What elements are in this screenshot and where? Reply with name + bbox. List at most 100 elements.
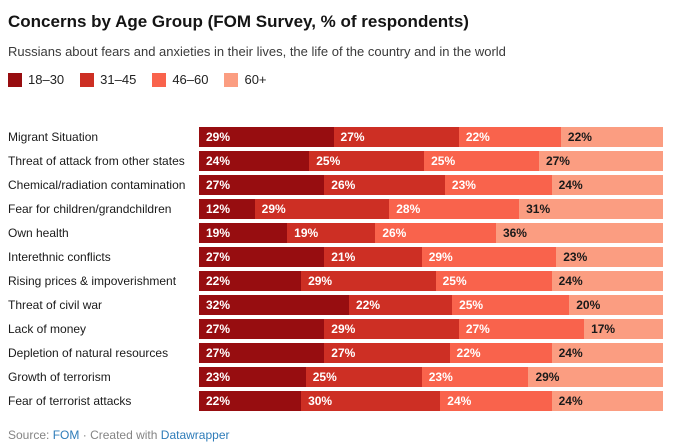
bar-segment: 27% (199, 343, 325, 363)
footer-separator: · (82, 428, 87, 442)
segment-value-label: 27% (206, 178, 231, 192)
segment-value-label: 29% (428, 250, 453, 264)
segment-value-label: 22% (465, 130, 490, 144)
segment-value-label: 17% (591, 322, 616, 336)
segment-value-label: 20% (576, 298, 601, 312)
datawrapper-link[interactable]: Datawrapper (160, 428, 230, 442)
segment-value-label: 27% (465, 322, 490, 336)
row-label: Depletion of natural resources (8, 346, 169, 360)
row-label: Own health (8, 226, 69, 240)
bar-segment: 22% (560, 127, 663, 147)
legend-item: 31–45 (80, 72, 136, 87)
segment-value-label: 26% (382, 226, 407, 240)
bar-segment: 25% (305, 367, 422, 387)
bar-segment: 26% (375, 223, 496, 243)
bar-segment: 27% (324, 343, 450, 363)
chart-row: Migrant Situation 29% 27% 22% 22% (8, 127, 663, 147)
stacked-bar-chart: Migrant Situation 29% 27% 22% 22% Threat of a… (8, 127, 663, 411)
chart-title: Concerns by Age Group (FOM Survey, % of … (8, 12, 469, 31)
chart-row: Chemical/radiation contamination 27% 26% 23… (8, 175, 663, 195)
bar-segment: 27% (199, 319, 325, 339)
bar-segment: 24% (551, 391, 663, 411)
bar-segment: 28% (389, 199, 520, 219)
segment-value-label: 19% (294, 226, 319, 240)
legend-item: 46–60 (152, 72, 208, 87)
bar-segment: 25% (452, 295, 570, 315)
chart-subtitle: Russians about fears and anxieties in th… (8, 44, 506, 59)
segment-value-label: 25% (442, 274, 467, 288)
segment-value-label: 24% (558, 346, 583, 360)
bar-segment: 23% (421, 367, 529, 387)
row-label: Chemical/radiation contamination (8, 178, 186, 192)
segment-value-label: 27% (206, 322, 231, 336)
row-label: Rising prices & impoverishment (8, 274, 177, 288)
row-bar: 22% 30% 24% 24% (199, 391, 663, 411)
bar-segment: 29% (199, 127, 334, 147)
row-bar: 27% 21% 29% 23% (199, 247, 663, 267)
bar-segment: 22% (199, 391, 302, 411)
bar-segment: 27% (333, 127, 459, 147)
row-label: Threat of civil war (8, 298, 103, 312)
bar-segment: 29% (528, 367, 663, 387)
bar-segment: 22% (199, 271, 302, 291)
row-bar: 27% 27% 22% 24% (199, 343, 663, 363)
chart-row: Fear of terrorist attacks 22% 30% 24% 24% (8, 391, 663, 411)
segment-value-label: 25% (312, 370, 337, 384)
bar-segment: 24% (551, 271, 663, 291)
legend-label: 31–45 (100, 72, 137, 87)
row-bar: 27% 26% 23% 24% (199, 175, 663, 195)
bar-segment: 29% (254, 199, 390, 219)
bar-segment: 24% (551, 343, 663, 363)
segment-value-label: 29% (535, 370, 560, 384)
segment-value-label: 25% (316, 154, 341, 168)
segment-value-label: 23% (428, 370, 453, 384)
row-bar: 24% 25% 25% 27% (199, 151, 663, 171)
bar-segment: 20% (569, 295, 663, 315)
bar-segment: 36% (495, 223, 663, 243)
row-bar: 23% 25% 23% 29% (199, 367, 663, 387)
bar-segment: 29% (324, 319, 459, 339)
segment-value-label: 22% (456, 346, 481, 360)
legend-item: 18–30 (8, 72, 64, 87)
bar-segment: 25% (435, 271, 552, 291)
segment-value-label: 19% (206, 226, 231, 240)
segment-value-label: 22% (206, 274, 231, 288)
bar-segment: 21% (324, 247, 422, 267)
segment-value-label: 27% (340, 130, 365, 144)
segment-value-label: 29% (206, 130, 231, 144)
bar-segment: 30% (301, 391, 441, 411)
segment-value-label: 29% (308, 274, 333, 288)
created-with-label: Created with (90, 428, 158, 442)
segment-value-label: 26% (331, 178, 356, 192)
segment-value-label: 25% (431, 154, 456, 168)
row-label: Interethnic conflicts (8, 250, 111, 264)
segment-value-label: 22% (206, 394, 231, 408)
legend-label: 46–60 (172, 72, 209, 87)
chart-row: Lack of money 27% 29% 27% 17% (8, 319, 663, 339)
source-link[interactable]: FOM (52, 428, 80, 442)
source-label: Source: (8, 428, 50, 442)
segment-value-label: 29% (261, 202, 286, 216)
bar-segment: 31% (519, 199, 663, 219)
bar-segment: 23% (556, 247, 663, 267)
legend-swatch (224, 72, 239, 87)
footer: Source: FOM · Created with Datawrapper (8, 428, 663, 442)
bar-segment: 32% (199, 295, 349, 315)
bar-segment: 27% (538, 151, 663, 171)
chart-row: Rising prices & impoverishment 22% 29% 25% 2… (8, 271, 663, 291)
row-label: Threat of attack from other states (8, 154, 185, 168)
row-bar: 19% 19% 26% 36% (199, 223, 663, 243)
segment-value-label: 32% (206, 298, 231, 312)
segment-value-label: 24% (558, 274, 583, 288)
bar-segment: 29% (301, 271, 436, 291)
row-bar: 12% 29% 28% 31% (199, 199, 663, 219)
legend-swatch (152, 72, 167, 87)
segment-value-label: 23% (563, 250, 588, 264)
row-bar: 29% 27% 22% 22% (199, 127, 663, 147)
bar-segment: 23% (199, 367, 306, 387)
row-label: Migrant Situation (8, 130, 99, 144)
bar-segment: 24% (199, 151, 310, 171)
legend-swatch (80, 72, 95, 87)
bar-segment: 23% (444, 175, 552, 195)
